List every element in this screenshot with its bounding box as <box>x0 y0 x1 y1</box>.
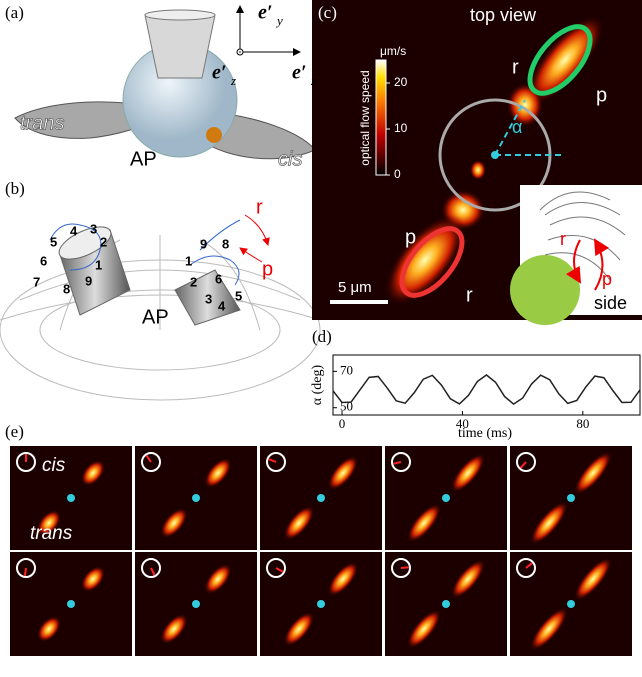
label: r <box>512 56 519 78</box>
label: μm/s <box>380 44 406 58</box>
label: (e) <box>5 422 24 441</box>
label: e′ <box>292 62 307 84</box>
label: 8 <box>222 236 229 251</box>
label: 80 <box>576 416 589 431</box>
label: 0 <box>394 167 401 181</box>
frame-tile <box>260 552 382 656</box>
label: 5 μm <box>338 279 372 296</box>
label: 10 <box>394 121 408 135</box>
center-dot <box>442 494 450 502</box>
label: 2 <box>190 274 197 289</box>
label: y <box>275 13 283 28</box>
colorbar-label: optical flow speed <box>358 70 372 165</box>
frame-tile <box>10 552 132 656</box>
label: cis <box>278 148 302 170</box>
frame-tile <box>260 446 382 550</box>
label: α <box>512 117 522 137</box>
frame-tile <box>385 446 507 550</box>
frame-tile <box>510 446 632 550</box>
label: AP <box>130 148 157 170</box>
label: p <box>405 226 416 248</box>
label: 5 <box>50 234 57 249</box>
label: 6 <box>40 253 47 268</box>
label: 40 <box>456 416 469 431</box>
frame-tile <box>135 446 257 550</box>
label: 1 <box>95 257 102 272</box>
label: top view <box>470 5 537 25</box>
label: (c) <box>318 3 337 22</box>
center-dot <box>317 600 325 608</box>
label: 4 <box>218 298 226 313</box>
frame-tile <box>510 552 632 656</box>
center-dot <box>567 494 575 502</box>
label: z <box>230 73 236 88</box>
label: 70 <box>340 362 353 377</box>
center-dot <box>192 600 200 608</box>
label: 5 <box>235 288 242 303</box>
plot-frame <box>333 355 640 415</box>
label: p <box>602 269 612 289</box>
label: r <box>256 196 263 218</box>
label: 7 <box>33 274 40 289</box>
label: cis <box>42 455 66 476</box>
phase-arrow <box>25 568 26 576</box>
label: side <box>594 293 627 313</box>
frame-tile <box>385 552 507 656</box>
label: 3 <box>90 221 97 236</box>
label: 1 <box>185 253 192 268</box>
center-dot <box>317 494 325 502</box>
label: trans <box>30 523 73 544</box>
center-dot <box>442 600 450 608</box>
center-dot <box>192 494 200 502</box>
label: 3 <box>205 291 212 306</box>
phase-arrow <box>401 567 409 568</box>
figure: (a)e′ye′ze′xtranscisAP(b)123456789123456… <box>0 0 642 677</box>
label: r <box>466 284 473 306</box>
label: AP <box>142 306 169 328</box>
label: e′ <box>212 62 227 84</box>
label: trans <box>20 112 64 134</box>
center-dot <box>67 600 75 608</box>
label: 2 <box>100 234 107 249</box>
label: (a) <box>5 3 24 22</box>
label: 8 <box>63 281 70 296</box>
label: e′ <box>258 2 273 24</box>
label: x <box>310 73 317 88</box>
frame-tile <box>135 552 257 656</box>
center-dot <box>567 600 575 608</box>
panel-a-drawing <box>15 6 315 159</box>
center-dot <box>67 494 75 502</box>
label: 20 <box>394 75 408 89</box>
label: p <box>262 258 273 280</box>
label: 9 <box>85 273 92 288</box>
label: (d) <box>312 327 332 346</box>
label: 9 <box>200 236 207 251</box>
label: 6 <box>215 271 222 286</box>
label: 4 <box>70 223 78 238</box>
y-axis-label: α (deg) <box>310 364 325 405</box>
label: 0 <box>339 416 346 431</box>
data-line <box>333 375 640 404</box>
label: r <box>560 229 566 249</box>
label: p <box>596 84 607 106</box>
label: (b) <box>5 179 25 198</box>
